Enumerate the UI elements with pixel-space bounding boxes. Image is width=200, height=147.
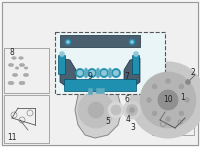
Polygon shape (60, 58, 76, 88)
Circle shape (152, 84, 157, 89)
Text: 3: 3 (131, 122, 135, 132)
Circle shape (78, 92, 114, 128)
Text: 1: 1 (181, 92, 185, 101)
Text: 5: 5 (106, 117, 110, 126)
Ellipse shape (127, 105, 138, 116)
Circle shape (65, 39, 71, 45)
Ellipse shape (88, 69, 97, 77)
Ellipse shape (101, 70, 107, 76)
Circle shape (130, 62, 200, 138)
Circle shape (166, 117, 170, 122)
Ellipse shape (89, 70, 95, 76)
Circle shape (146, 97, 152, 102)
FancyBboxPatch shape (152, 95, 194, 135)
Ellipse shape (12, 73, 18, 77)
Circle shape (184, 97, 190, 102)
Circle shape (179, 84, 184, 89)
Ellipse shape (96, 68, 100, 78)
FancyBboxPatch shape (64, 79, 136, 91)
Circle shape (152, 111, 157, 116)
Circle shape (67, 41, 70, 44)
FancyBboxPatch shape (4, 48, 49, 93)
Text: 2: 2 (191, 67, 195, 76)
Ellipse shape (100, 69, 109, 77)
FancyBboxPatch shape (4, 95, 49, 143)
Ellipse shape (108, 68, 112, 78)
Ellipse shape (130, 107, 134, 112)
Circle shape (158, 90, 178, 110)
Ellipse shape (19, 57, 23, 59)
Ellipse shape (23, 73, 29, 77)
FancyBboxPatch shape (2, 2, 198, 145)
Ellipse shape (108, 102, 124, 118)
Ellipse shape (84, 68, 88, 78)
Circle shape (186, 80, 190, 85)
Ellipse shape (12, 57, 16, 59)
FancyBboxPatch shape (59, 56, 66, 75)
Ellipse shape (8, 81, 14, 85)
Ellipse shape (112, 69, 120, 77)
Ellipse shape (123, 101, 141, 119)
Circle shape (60, 51, 65, 56)
Text: 6: 6 (125, 96, 129, 105)
Polygon shape (124, 58, 140, 88)
Text: 11: 11 (7, 133, 17, 142)
Text: 9: 9 (88, 71, 92, 81)
Bar (96, 88, 104, 93)
Ellipse shape (8, 63, 14, 67)
Circle shape (134, 51, 138, 56)
Ellipse shape (111, 105, 121, 115)
Ellipse shape (19, 63, 25, 67)
Circle shape (179, 111, 184, 116)
FancyBboxPatch shape (55, 32, 165, 94)
Bar (88, 88, 92, 94)
Ellipse shape (76, 69, 85, 77)
Text: 8: 8 (10, 47, 14, 56)
Ellipse shape (24, 67, 28, 69)
Ellipse shape (15, 67, 19, 69)
Text: 4: 4 (126, 115, 130, 123)
Circle shape (129, 39, 135, 45)
Polygon shape (75, 82, 122, 138)
Circle shape (166, 78, 170, 83)
Circle shape (88, 102, 104, 118)
FancyBboxPatch shape (132, 56, 140, 75)
Ellipse shape (113, 70, 119, 76)
FancyBboxPatch shape (60, 35, 140, 47)
Text: 10: 10 (163, 96, 173, 105)
Circle shape (140, 72, 196, 128)
Circle shape (130, 41, 134, 44)
Text: 7: 7 (125, 71, 129, 81)
Ellipse shape (77, 70, 83, 76)
Ellipse shape (19, 81, 25, 85)
